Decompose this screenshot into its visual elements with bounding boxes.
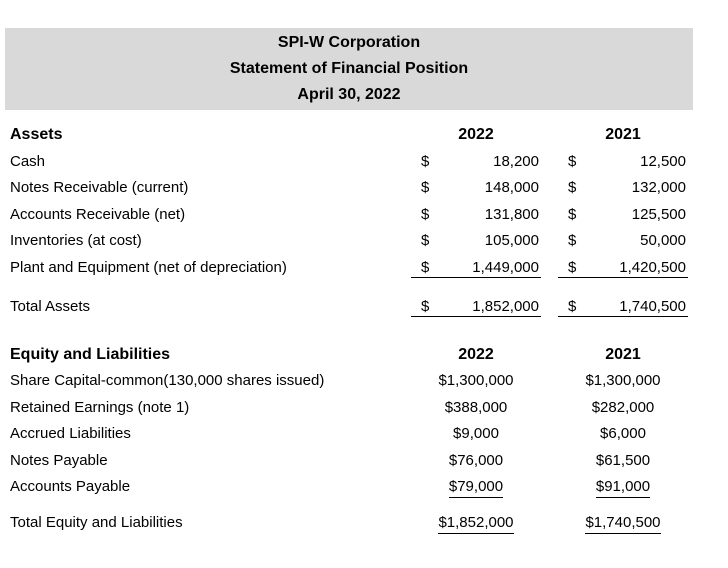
value-2022-cell: $ 1,449,000 — [411, 257, 541, 278]
value-2022: 105,000 — [484, 232, 539, 249]
currency-symbol: $ — [421, 205, 430, 223]
value-2022: $79,000 — [448, 477, 504, 498]
value-2021: $91,000 — [595, 477, 651, 498]
row-label: Retained Earnings (note 1) — [10, 398, 190, 416]
value-2022-cell: $ 148,000 — [411, 177, 541, 198]
row-label: Notes Receivable (current) — [10, 179, 189, 196]
value-2022: $388,000 — [444, 398, 508, 416]
currency-symbol: $ — [568, 232, 577, 249]
currency-symbol: $ — [421, 258, 430, 276]
row-label: Inventories (at cost) — [10, 232, 142, 249]
currency-symbol: $ — [568, 152, 577, 170]
value-2022-cell: $9,000 — [411, 423, 541, 444]
total-assets-2021-cell: $ 1,740,500 — [558, 296, 688, 317]
table-row-cash: Cash $ 18,200 $ 12,500 — [10, 149, 688, 176]
currency-symbol: $ — [568, 258, 577, 276]
total-equity-2021: $1,740,500 — [585, 513, 661, 534]
total-equity-2021-cell: $1,740,500 — [558, 512, 688, 534]
equity-column-header-2022: 2022 — [458, 345, 494, 363]
assets-header-row: Assets 2022 2021 — [10, 122, 688, 149]
value-2022-cell: $388,000 — [411, 397, 541, 418]
currency-symbol: $ — [568, 298, 577, 315]
value-2021: 132,000 — [631, 179, 686, 196]
equity-header-row: Equity and Liabilities 2022 2021 — [10, 342, 688, 369]
value-2021-cell: $ 50,000 — [558, 230, 688, 251]
currency-symbol: $ — [421, 179, 430, 196]
value-2022: 1,449,000 — [472, 258, 539, 276]
value-2021-cell: $61,500 — [558, 450, 688, 471]
value-2021: $282,000 — [591, 398, 655, 416]
row-label: Accounts Payable — [10, 478, 131, 495]
total-equity-2022: $1,852,000 — [438, 513, 514, 534]
value-2021: 50,000 — [640, 232, 686, 249]
statement-date: April 30, 2022 — [297, 86, 401, 103]
value-2021: 1,420,500 — [619, 258, 686, 276]
row-label: Notes Payable — [10, 451, 108, 469]
value-2021-cell: $91,000 — [558, 476, 688, 498]
currency-symbol: $ — [421, 152, 430, 170]
value-2022: $76,000 — [448, 451, 504, 469]
value-2022-cell: $ 105,000 — [411, 230, 541, 251]
total-assets-label: Total Assets — [10, 298, 91, 315]
statement-body: Assets 2022 2021 Cash $ 18,200 $ 12,500 … — [10, 122, 688, 536]
value-2021-cell: $ 1,420,500 — [558, 257, 688, 278]
value-2022: 148,000 — [484, 179, 539, 196]
company-name: SPI-W Corporation — [277, 34, 421, 51]
value-2021: 12,500 — [640, 152, 686, 170]
total-assets-2022: 1,852,000 — [472, 298, 539, 315]
value-2021: 125,500 — [631, 205, 686, 223]
value-2021: $6,000 — [600, 425, 646, 442]
value-2021-cell: $1,300,000 — [558, 370, 688, 391]
value-2022-cell: $ 18,200 — [411, 151, 541, 172]
table-row-inventories: Inventories (at cost) $ 105,000 $ 50,000 — [10, 228, 688, 255]
value-2022: 131,800 — [484, 205, 539, 223]
statement-header: SPI-W Corporation Statement of Financial… — [5, 28, 693, 110]
currency-symbol: $ — [421, 298, 430, 315]
table-row-notes-receivable: Notes Receivable (current) $ 148,000 $ 1… — [10, 175, 688, 202]
value-2021-cell: $6,000 — [558, 423, 688, 444]
value-2021: $61,500 — [595, 451, 651, 469]
value-2021-cell: $ 12,500 — [558, 151, 688, 172]
value-2022: $1,300,000 — [438, 372, 514, 389]
value-2022-cell: $79,000 — [411, 476, 541, 498]
table-row-plant-equipment: Plant and Equipment (net of depreciation… — [10, 255, 688, 282]
value-2022-cell: $76,000 — [411, 450, 541, 471]
currency-symbol: $ — [421, 232, 430, 249]
value-2022: $9,000 — [453, 425, 499, 442]
row-label: Cash — [10, 152, 46, 170]
total-equity-2022-cell: $1,852,000 — [411, 512, 541, 534]
statement-title: Statement of Financial Position — [229, 60, 469, 77]
value-2021-cell: $ 125,500 — [558, 204, 688, 225]
table-row-accounts-payable: Accounts Payable $79,000 $91,000 — [10, 474, 688, 501]
row-label: Share Capital-common(130,000 shares issu… — [10, 372, 325, 389]
value-2021-cell: $ 132,000 — [558, 177, 688, 198]
value-2021-cell: $282,000 — [558, 397, 688, 418]
equity-column-header-2021: 2021 — [605, 345, 641, 363]
assets-column-header-2021: 2021 — [605, 126, 641, 143]
currency-symbol: $ — [568, 179, 577, 196]
total-assets-2021: 1,740,500 — [619, 298, 686, 315]
table-row-share-capital: Share Capital-common(130,000 shares issu… — [10, 368, 688, 395]
total-equity-label: Total Equity and Liabilities — [10, 513, 183, 531]
table-row-accounts-receivable: Accounts Receivable (net) $ 131,800 $ 12… — [10, 202, 688, 229]
assets-section-title: Assets — [10, 126, 63, 143]
row-label: Accounts Receivable (net) — [10, 205, 186, 223]
value-2021: $1,300,000 — [585, 372, 661, 389]
total-assets-2022-cell: $ 1,852,000 — [411, 296, 541, 317]
table-row-notes-payable: Notes Payable $76,000 $61,500 — [10, 448, 688, 475]
total-equity-row: Total Equity and Liabilities $1,852,000 … — [10, 510, 688, 537]
value-2022-cell: $ 131,800 — [411, 204, 541, 225]
table-row-accrued-liabilities: Accrued Liabilities $9,000 $6,000 — [10, 421, 688, 448]
value-2022-cell: $1,300,000 — [411, 370, 541, 391]
table-row-retained-earnings: Retained Earnings (note 1) $388,000 $282… — [10, 395, 688, 422]
total-assets-row: Total Assets $ 1,852,000 $ 1,740,500 — [10, 294, 688, 321]
currency-symbol: $ — [568, 205, 577, 223]
row-label: Plant and Equipment (net of depreciation… — [10, 258, 287, 276]
equity-section-title: Equity and Liabilities — [10, 345, 171, 363]
value-2022: 18,200 — [493, 152, 539, 170]
row-label: Accrued Liabilities — [10, 425, 131, 442]
assets-column-header-2022: 2022 — [458, 126, 494, 143]
